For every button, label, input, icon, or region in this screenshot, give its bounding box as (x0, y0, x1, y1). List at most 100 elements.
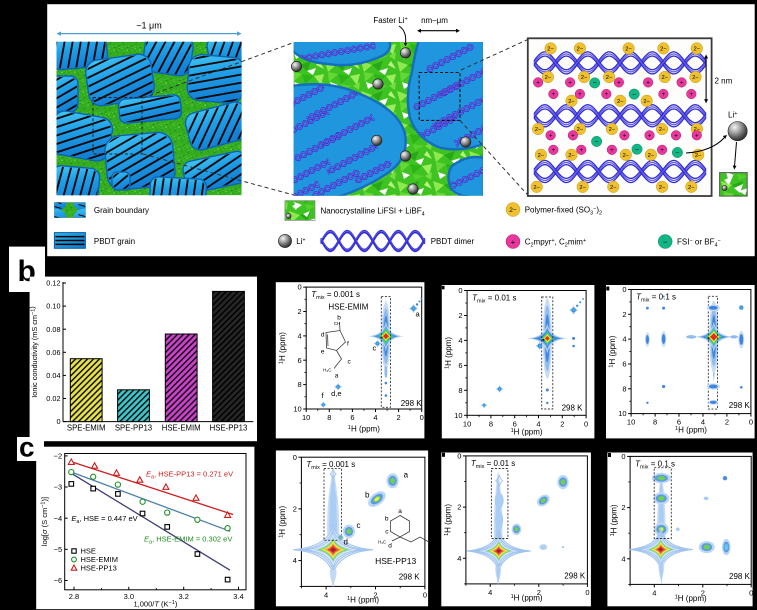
svg-text:+: + (648, 133, 652, 140)
svg-text:0: 0 (585, 588, 589, 597)
svg-text:1H (ppm): 1H (ppm) (609, 504, 618, 536)
svg-text:Tmix = 0.01 s: Tmix = 0.01 s (471, 459, 515, 470)
svg-text:Tmix = 0.001 s: Tmix = 0.001 s (306, 460, 355, 471)
svg-text:Ea, HSE-EMIM = 0.302 eV: Ea, HSE-EMIM = 0.302 eV (144, 535, 232, 546)
svg-text:d: d (388, 543, 392, 550)
svg-text:a: a (416, 310, 421, 319)
svg-text:C2mpyr+, C2mim+: C2mpyr+, C2mim+ (525, 238, 586, 249)
svg-text:0.10: 0.10 (46, 302, 60, 311)
svg-text:d: d (321, 332, 325, 339)
svg-text:+: + (604, 91, 608, 98)
svg-text:Li+: Li+ (296, 237, 305, 246)
svg-text:6: 6 (622, 360, 626, 369)
svg-text:0: 0 (458, 286, 462, 295)
svg-text:8: 8 (653, 418, 657, 427)
svg-text:Grain boundary: Grain boundary (94, 206, 149, 215)
svg-text:Ea, HSE = 0.447 eV: Ea, HSE = 0.447 eV (71, 514, 137, 525)
svg-text:4: 4 (458, 336, 462, 345)
svg-text:2−: 2− (577, 127, 584, 133)
svg-text:2−: 2− (509, 207, 517, 214)
svg-text:b: b (365, 491, 370, 500)
svg-text:2−: 2− (579, 185, 586, 191)
svg-text:−: − (663, 238, 668, 247)
svg-text:2: 2 (373, 590, 377, 599)
svg-text:4: 4 (621, 554, 625, 563)
svg-text:PBDT dimer: PBDT dimer (431, 237, 475, 246)
svg-text:6: 6 (350, 413, 354, 422)
svg-text:1H (ppm): 1H (ppm) (443, 504, 452, 536)
svg-text:2−: 2− (695, 153, 702, 159)
svg-text:c: c (19, 432, 35, 463)
svg-text:c: c (357, 521, 361, 530)
svg-text:FSI− or BF4−: FSI− or BF4− (677, 238, 721, 249)
svg-text:4: 4 (298, 332, 302, 341)
svg-text:−5: −5 (54, 545, 63, 554)
svg-text:+: + (579, 147, 583, 154)
svg-text:2−: 2− (547, 47, 554, 53)
svg-text:8: 8 (298, 380, 302, 389)
svg-text:c: c (373, 344, 377, 353)
svg-text:f: f (321, 391, 324, 400)
svg-text:2−: 2− (610, 185, 617, 191)
svg-text:2−: 2− (659, 185, 666, 191)
svg-text:+: + (617, 80, 621, 87)
svg-text:0.08: 0.08 (46, 325, 60, 334)
svg-text:SPE-EMIM: SPE-EMIM (67, 424, 106, 433)
svg-text:a: a (335, 373, 339, 380)
svg-text:HSE-EMIM: HSE-EMIM (162, 424, 201, 433)
svg-text:1H (ppm): 1H (ppm) (278, 505, 287, 537)
svg-text:−3: −3 (54, 483, 63, 492)
svg-text:0: 0 (293, 453, 297, 462)
svg-text:4: 4 (652, 588, 656, 597)
svg-text:+: + (646, 80, 650, 87)
svg-text:b: b (337, 315, 341, 322)
svg-text:H₃C: H₃C (323, 368, 332, 373)
svg-text:a: a (398, 508, 402, 515)
svg-text:1H (ppm): 1H (ppm) (444, 337, 453, 369)
svg-text:8: 8 (327, 413, 331, 422)
svg-text:Ionic conductivity (mS cm−1): Ionic conductivity (mS cm−1) (28, 306, 40, 397)
svg-text:10: 10 (463, 419, 471, 428)
svg-text:4: 4 (373, 413, 377, 422)
svg-text:HSE-EMIM: HSE-EMIM (81, 555, 119, 564)
svg-text:2.8: 2.8 (69, 592, 79, 601)
svg-text:2−: 2− (659, 127, 666, 133)
svg-text:+: + (568, 80, 572, 87)
svg-text:+: + (689, 91, 693, 98)
svg-text:nm–μm: nm–μm (421, 16, 448, 25)
svg-text:2−: 2− (535, 127, 542, 133)
svg-text:2−: 2− (688, 185, 695, 191)
svg-text:+: + (511, 238, 516, 247)
svg-text:0.04: 0.04 (46, 371, 60, 380)
svg-text:2−: 2− (568, 99, 575, 105)
svg-text:2: 2 (397, 413, 401, 422)
svg-text:0: 0 (621, 452, 625, 461)
svg-text:+: + (571, 133, 575, 140)
svg-text:+: + (695, 133, 699, 140)
svg-text:0: 0 (584, 419, 588, 428)
svg-text:2: 2 (457, 503, 461, 512)
svg-text:0: 0 (622, 285, 626, 294)
svg-text:HSE-PP13: HSE-PP13 (375, 556, 416, 566)
svg-text:HSE-PP13: HSE-PP13 (210, 424, 248, 433)
svg-text:4: 4 (622, 335, 626, 344)
svg-text:10: 10 (454, 411, 462, 420)
svg-text:1H (ppm): 1H (ppm) (608, 335, 617, 367)
svg-text:2−: 2− (660, 47, 667, 53)
svg-text:+: + (674, 133, 678, 140)
svg-text:3.4: 3.4 (233, 592, 243, 601)
svg-text:4: 4 (457, 554, 461, 563)
svg-text:298 K: 298 K (399, 573, 421, 582)
svg-text:1H (ppm): 1H (ppm) (675, 426, 707, 435)
svg-text:+: + (610, 147, 614, 154)
svg-text:6: 6 (513, 419, 517, 428)
svg-text:2−: 2− (545, 75, 552, 81)
svg-text:2−: 2− (622, 153, 629, 159)
svg-text:4: 4 (293, 556, 297, 565)
svg-text:c: c (348, 359, 352, 366)
svg-text:0: 0 (457, 452, 461, 461)
svg-text:2: 2 (622, 310, 626, 319)
svg-text:10: 10 (618, 409, 626, 418)
svg-text:+: + (578, 91, 582, 98)
svg-text:2: 2 (560, 419, 564, 428)
